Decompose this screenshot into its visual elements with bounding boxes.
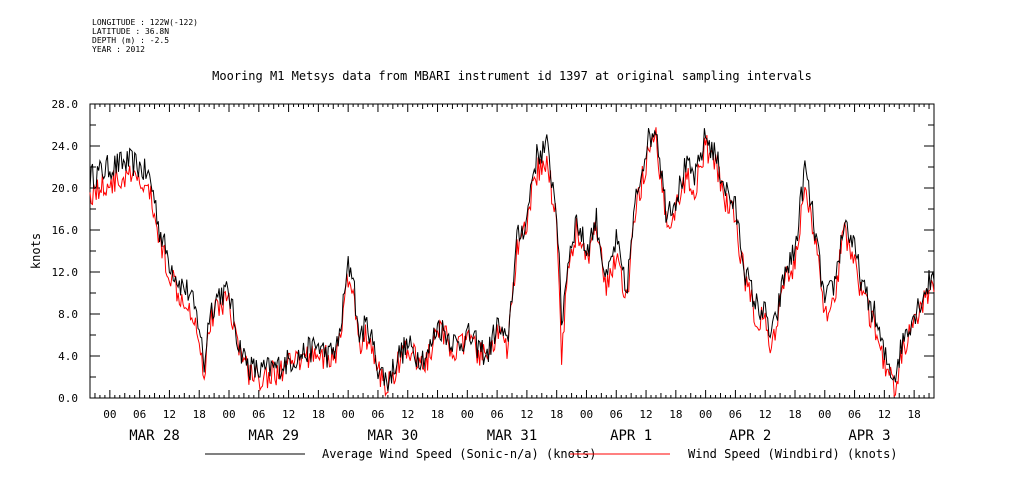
legend: Average Wind Speed (Sonic-n/a) (knots) W… bbox=[205, 447, 898, 461]
series-line-sonic bbox=[89, 127, 935, 392]
x-hour-label: 06 bbox=[133, 408, 146, 421]
x-hour-label: 06 bbox=[371, 408, 384, 421]
x-hour-label: 12 bbox=[520, 408, 533, 421]
x-hour-label: 18 bbox=[431, 408, 444, 421]
x-hour-label: 06 bbox=[848, 408, 861, 421]
x-hour-label: 12 bbox=[401, 408, 414, 421]
x-hour-label: 12 bbox=[639, 408, 652, 421]
y-tick-label: 0.0 bbox=[58, 392, 78, 405]
x-hour-label: 00 bbox=[699, 408, 712, 421]
x-hour-label: 06 bbox=[252, 408, 265, 421]
x-hour-label: 18 bbox=[550, 408, 563, 421]
station-metadata: LONGITUDE : 122W(-122) LATITUDE : 36.8N … bbox=[92, 18, 198, 54]
y-axis-label: knots bbox=[29, 233, 43, 269]
x-hour-label: 00 bbox=[103, 408, 116, 421]
legend-label-sonic: Average Wind Speed (Sonic-n/a) (knots) bbox=[322, 447, 597, 461]
y-tick-label: 24.0 bbox=[52, 140, 79, 153]
x-hour-label: 06 bbox=[729, 408, 742, 421]
year-text: YEAR : 2012 bbox=[92, 45, 145, 54]
x-day-label: MAR 31 bbox=[487, 428, 538, 444]
x-hour-label: 12 bbox=[878, 408, 891, 421]
depth-text: DEPTH (m) : -2.5 bbox=[92, 36, 170, 45]
x-hour-label: 00 bbox=[818, 408, 831, 421]
x-hour-label: 12 bbox=[282, 408, 295, 421]
series-line-windbird bbox=[89, 127, 935, 398]
x-hour-label: 18 bbox=[669, 408, 682, 421]
x-hour-label: 06 bbox=[490, 408, 503, 421]
latitude-text: LATITUDE : 36.8N bbox=[92, 27, 170, 36]
x-day-label: MAR 28 bbox=[129, 428, 180, 444]
x-day-label: APR 3 bbox=[848, 428, 890, 444]
y-tick-label: 4.0 bbox=[58, 350, 78, 363]
y-tick-label: 8.0 bbox=[58, 308, 78, 321]
x-hour-label: 18 bbox=[908, 408, 921, 421]
x-hour-label: 18 bbox=[788, 408, 801, 421]
y-tick-label: 12.0 bbox=[52, 266, 79, 279]
plot-frame bbox=[89, 103, 935, 399]
series-group bbox=[89, 127, 935, 398]
x-hour-label: 00 bbox=[461, 408, 474, 421]
x-day-label: APR 1 bbox=[610, 428, 652, 444]
x-day-label: MAR 29 bbox=[248, 428, 299, 444]
x-day-label: MAR 30 bbox=[368, 428, 419, 444]
longitude-text: LONGITUDE : 122W(-122) bbox=[92, 18, 198, 27]
y-axis: 0.0 4.0 8.0 12.0 16.0 20.0 24.0 28.0 bbox=[52, 98, 934, 405]
x-hour-label: 00 bbox=[222, 408, 235, 421]
y-tick-label: 20.0 bbox=[52, 182, 79, 195]
x-hour-label: 18 bbox=[312, 408, 325, 421]
x-hour-label: 00 bbox=[342, 408, 355, 421]
chart-title: Mooring M1 Metsys data from MBARI instru… bbox=[212, 69, 812, 83]
x-hour-label: 12 bbox=[759, 408, 772, 421]
x-hour-label: 06 bbox=[610, 408, 623, 421]
x-axis: 00 06 12 18 MAR 28 00 06 12 18 MAR 29 00 06 12 18 MAR … bbox=[89, 104, 935, 444]
x-hour-label: 12 bbox=[163, 408, 176, 421]
y-tick-label: 16.0 bbox=[52, 224, 79, 237]
x-day-label: APR 2 bbox=[729, 428, 771, 444]
x-hour-label: 00 bbox=[580, 408, 593, 421]
x-hour-label: 18 bbox=[193, 408, 206, 421]
y-tick-label: 28.0 bbox=[52, 98, 79, 111]
legend-label-windbird: Wind Speed (Windbird) (knots) bbox=[688, 447, 898, 461]
